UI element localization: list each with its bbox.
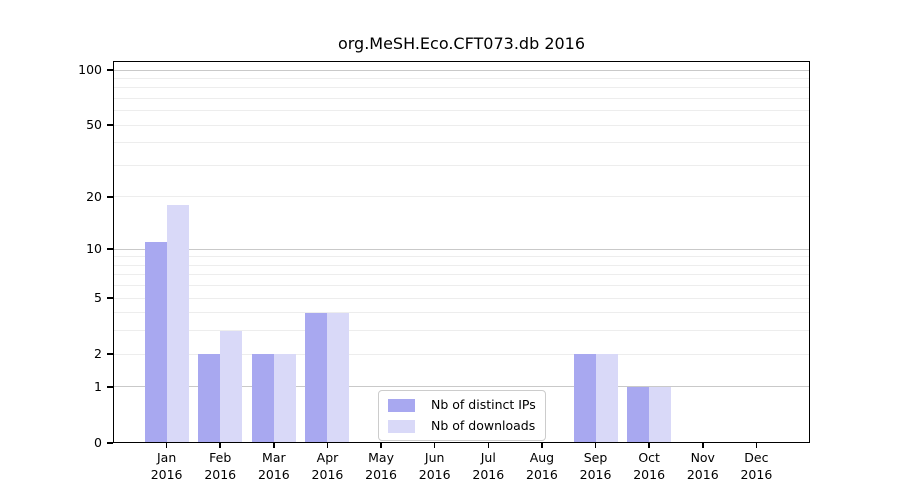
y-tick-label: 5	[94, 290, 102, 306]
gridline-minor	[113, 330, 810, 332]
gridline-minor	[113, 264, 810, 266]
gridline-minor	[113, 164, 810, 166]
bar-oct-downloads	[649, 386, 672, 443]
x-tick-label: Mar 2016	[257, 450, 290, 482]
gridline-major	[113, 69, 810, 71]
y-tick-label: 0	[94, 435, 102, 450]
x-tick-mark	[487, 443, 490, 448]
x-tick-mark	[219, 443, 221, 448]
bar-apr-distinct-ips	[305, 312, 328, 443]
legend: Nb of distinct IPs Nb of downloads	[378, 390, 546, 441]
x-tick-label: Dec 2016	[740, 450, 773, 482]
legend-swatch	[388, 398, 415, 412]
gridline-minor	[113, 274, 810, 276]
gridline-minor	[113, 87, 810, 89]
chart-title: org.MeSH.Eco.CFT073.db 2016	[337, 34, 586, 53]
y-tick-mark	[107, 297, 113, 299]
gridline-major	[113, 386, 810, 388]
x-tick-mark	[594, 443, 597, 448]
x-tick-label: Feb 2016	[204, 450, 237, 482]
x-tick-label: May 2016	[365, 450, 397, 482]
gridline-minor	[113, 353, 810, 355]
x-tick-mark	[433, 443, 436, 448]
x-tick-label: Jul 2016	[472, 450, 505, 482]
legend-label: Nb of distinct IPs	[431, 397, 536, 412]
gridline-minor	[113, 196, 810, 198]
bar-sep-downloads	[595, 354, 618, 443]
x-tick-mark	[326, 443, 329, 448]
y-tick-mark	[107, 442, 113, 444]
y-tick-label: 100	[78, 62, 102, 77]
y-tick-mark	[107, 124, 113, 126]
bar-apr-downloads	[327, 312, 350, 443]
x-tick-label: Jun 2016	[418, 450, 451, 482]
bar-mar-downloads	[273, 354, 296, 443]
bar-feb-distinct-ips	[198, 354, 221, 443]
x-tick-label: Jan 2016	[150, 450, 183, 482]
gridline-minor	[113, 312, 810, 314]
y-tick-label: 50	[86, 117, 102, 133]
gridline-minor	[113, 297, 810, 299]
x-tick-label: Sep 2016	[579, 450, 612, 482]
gridline-minor	[113, 142, 810, 144]
y-tick-label: 20	[86, 188, 102, 204]
x-tick-mark	[755, 443, 758, 448]
gridline-major	[113, 248, 810, 250]
bar-jan-downloads	[166, 205, 189, 443]
y-tick-mark	[107, 248, 113, 250]
gridline-minor	[113, 77, 810, 79]
bar-jan-distinct-ips	[144, 242, 167, 443]
legend-swatch	[388, 419, 415, 433]
y-tick-mark	[107, 69, 113, 71]
y-tick-mark	[107, 196, 113, 198]
bar-oct-distinct-ips	[627, 386, 650, 443]
y-tick-label: 2	[94, 346, 102, 362]
x-tick-mark	[380, 443, 382, 448]
gridline-minor	[113, 256, 810, 258]
x-tick-mark	[648, 443, 650, 448]
x-tick-mark	[541, 443, 543, 448]
x-tick-mark	[702, 443, 704, 448]
bar-sep-distinct-ips	[573, 354, 596, 443]
x-tick-label: Nov 2016	[686, 450, 719, 482]
gridline-minor	[113, 110, 810, 112]
bar-mar-distinct-ips	[251, 354, 274, 443]
gridline-minor	[113, 97, 810, 99]
plot-area: Nb of distinct IPs Nb of downloads	[113, 61, 810, 443]
gridline-minor	[113, 285, 810, 287]
gridline-minor	[113, 124, 810, 126]
y-tick-label: 1	[94, 378, 102, 394]
legend-item-downloads: Nb of downloads	[388, 418, 536, 434]
x-tick-label: Aug 2016	[526, 450, 558, 482]
x-tick-mark	[165, 443, 168, 448]
legend-item-distinct-ips: Nb of distinct IPs	[388, 397, 536, 413]
x-tick-label: Oct 2016	[633, 450, 666, 482]
y-tick-mark	[107, 386, 113, 388]
y-tick-mark	[107, 353, 113, 355]
x-tick-mark	[273, 443, 275, 448]
legend-label: Nb of downloads	[431, 418, 536, 433]
y-tick-label: 10	[86, 241, 102, 257]
bar-feb-downloads	[220, 330, 243, 443]
x-tick-label: Apr 2016	[311, 450, 344, 482]
